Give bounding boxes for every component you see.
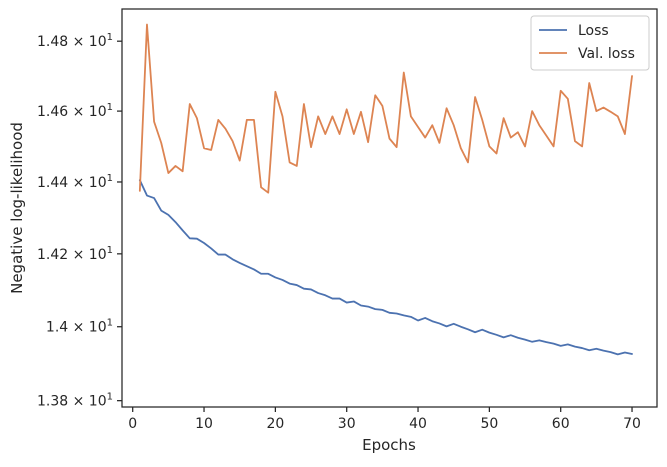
- legend: Loss Val. loss: [530, 15, 650, 71]
- x-tick-label: 30: [338, 416, 356, 432]
- x-tick-label: 20: [266, 416, 284, 432]
- y-tick-label: 1.42 × 101: [37, 245, 113, 263]
- x-axis: 0 10 20 30 40 50 60 70: [128, 407, 641, 432]
- x-tick-label: 10: [195, 416, 213, 432]
- y-tick-label: 1.48 × 101: [37, 32, 113, 50]
- legend-label-loss: Loss: [578, 23, 609, 39]
- y-tick-label: 1.46 × 101: [37, 102, 113, 120]
- series-line-loss: [138, 179, 633, 356]
- series-line-val-loss: [138, 23, 633, 194]
- series-layer: [138, 23, 633, 356]
- y-tick-label: 1.44 × 101: [37, 173, 113, 191]
- y-tick-label: 1.4 × 101: [46, 318, 113, 336]
- legend-label-val-loss: Val. loss: [578, 46, 635, 62]
- x-tick-label: 70: [623, 416, 641, 432]
- y-tick-label: 1.38 × 101: [37, 392, 113, 410]
- x-axis-label: Epochs: [362, 436, 416, 454]
- y-axis-label: Negative log-likelihood: [8, 122, 26, 294]
- x-tick-label: 40: [409, 416, 427, 432]
- x-tick-label: 0: [128, 416, 137, 432]
- plot-area: [121, 8, 658, 408]
- x-tick-label: 50: [480, 416, 498, 432]
- y-axis: 1.38 × 101 1.4 × 101 1.42 × 101 1.44 × 101 1…: [37, 32, 122, 410]
- x-tick-label: 60: [552, 416, 570, 432]
